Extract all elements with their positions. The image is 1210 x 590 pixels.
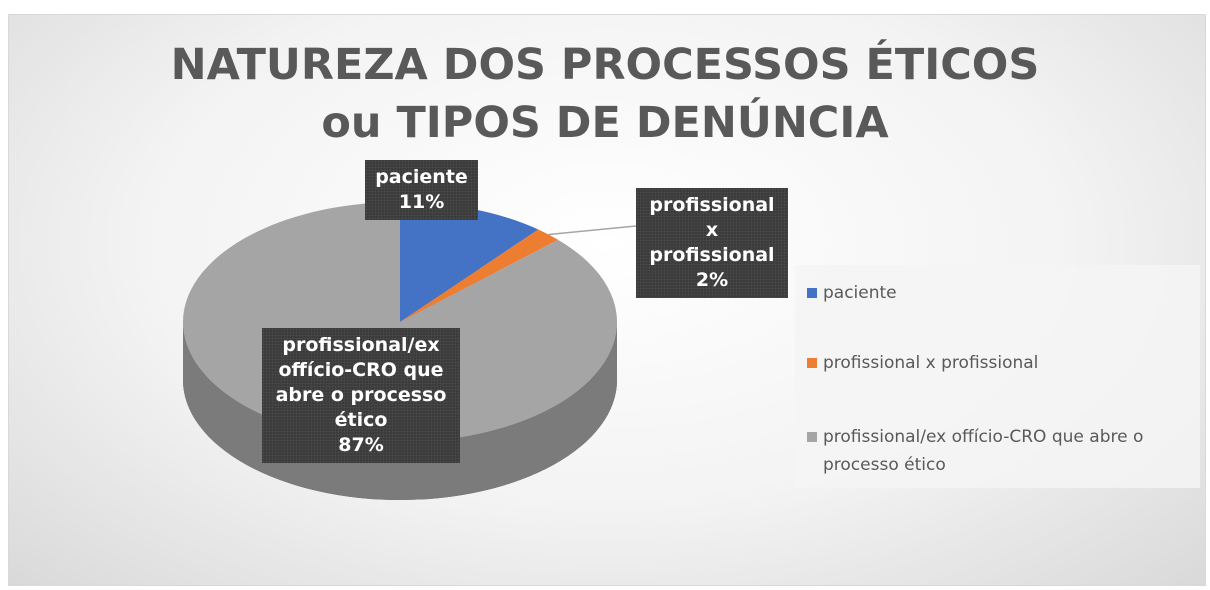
legend-entry: profissional/ex offício-CRO que abre o p… bbox=[807, 423, 1203, 479]
data-label: profissional x profissional 2% bbox=[636, 188, 788, 298]
leader-line bbox=[548, 225, 637, 236]
data-label: paciente 11% bbox=[365, 160, 478, 220]
data-label-category: profissional/ex offício-CRO que abre o p… bbox=[275, 334, 447, 431]
data-label-category: paciente bbox=[375, 166, 468, 188]
legend-entry: paciente bbox=[807, 279, 1203, 307]
pie-slice bbox=[400, 202, 539, 322]
legend-swatch bbox=[807, 358, 817, 368]
data-label-value: 2% bbox=[695, 269, 729, 291]
data-label-value: 87% bbox=[338, 434, 384, 456]
data-label: profissional/ex offício-CRO que abre o p… bbox=[262, 328, 460, 463]
legend-label: profissional x profissional bbox=[823, 353, 1039, 373]
pie-slice bbox=[400, 229, 559, 322]
legend-swatch bbox=[807, 288, 817, 298]
data-label-category: profissional x profissional bbox=[649, 194, 775, 266]
data-label-value: 11% bbox=[398, 191, 445, 213]
legend-label: profissional/ex offício-CRO que abre o p… bbox=[823, 427, 1144, 475]
legend-swatch bbox=[807, 432, 817, 442]
legend: paciente profissional x profissional profi… bbox=[795, 265, 1200, 488]
chart-title: NATUREZA DOS PROCESSOS ÉTICOS ou TIPOS D… bbox=[170, 40, 1040, 148]
legend-entry: profissional x profissional bbox=[807, 349, 1203, 377]
legend-label: paciente bbox=[823, 283, 897, 303]
